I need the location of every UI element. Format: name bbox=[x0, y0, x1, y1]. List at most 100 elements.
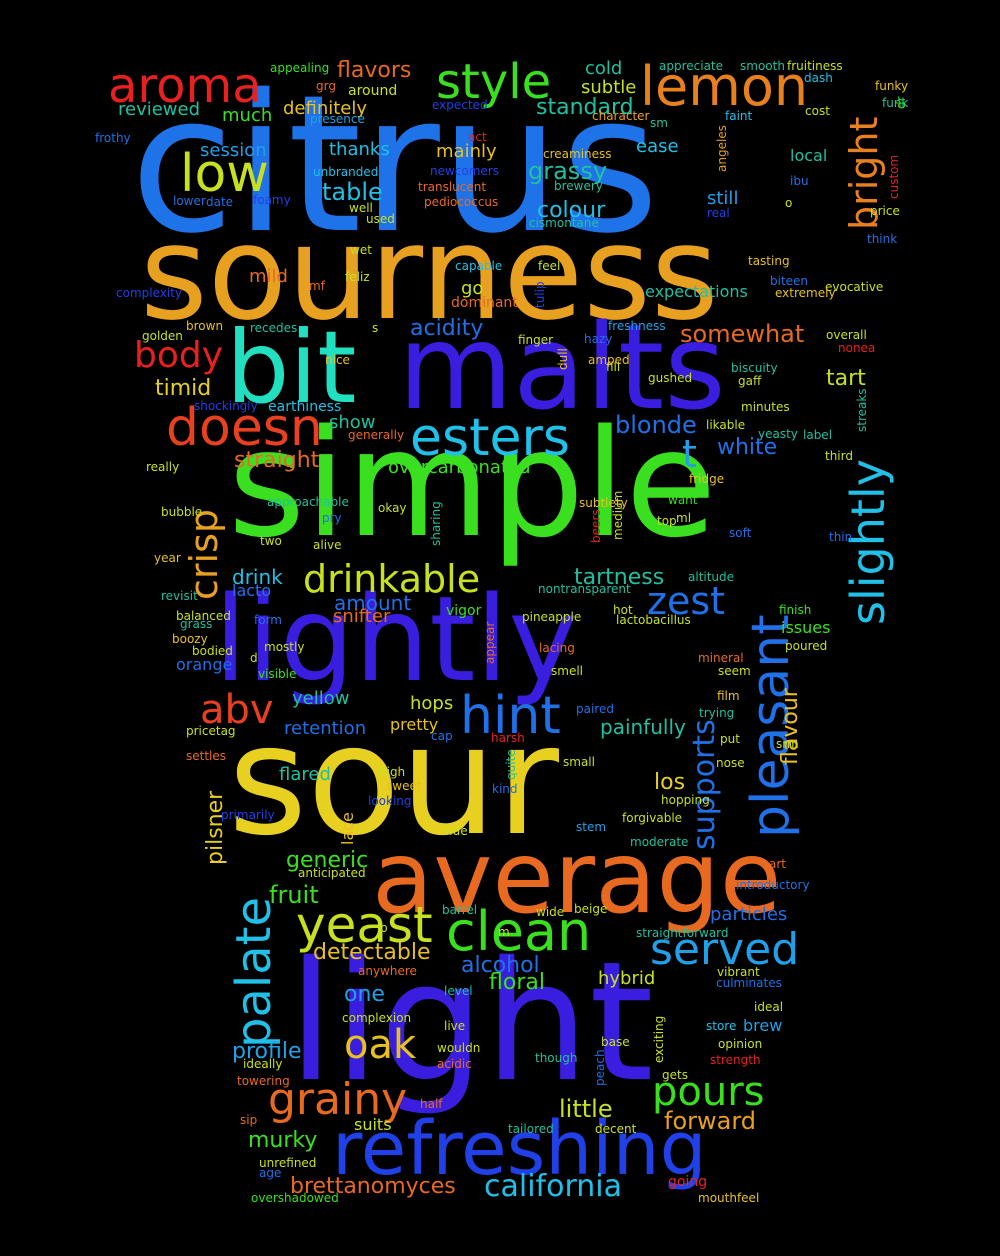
word-peach: peach bbox=[593, 1049, 607, 1086]
word-amped: amped bbox=[588, 353, 630, 367]
word-exciting: exciting bbox=[652, 1015, 666, 1063]
word-murky: murky bbox=[248, 1128, 318, 1153]
word-lace: lace bbox=[338, 812, 357, 845]
word-looking: looking bbox=[368, 794, 412, 808]
word-paired: paired bbox=[576, 702, 614, 716]
word-high: high bbox=[379, 765, 406, 779]
word-nose: nose bbox=[716, 756, 745, 770]
word-lightly: lightly bbox=[214, 570, 579, 708]
word-want: want bbox=[668, 493, 698, 507]
word-tart: tart bbox=[826, 366, 866, 391]
word-brettanomyces: brettanomyces bbox=[290, 1174, 456, 1199]
word-lacto: lacto bbox=[232, 581, 272, 600]
word-average: average bbox=[372, 819, 782, 936]
word-ideally: ideally bbox=[243, 1057, 283, 1071]
word-hybrid: hybrid bbox=[598, 968, 656, 989]
word-expectations: expectations bbox=[645, 282, 748, 301]
word-pry: pry bbox=[322, 511, 342, 525]
word-hops: hops bbox=[410, 693, 454, 714]
word-style: style bbox=[436, 54, 552, 110]
word-two: two bbox=[260, 534, 282, 548]
word-earthiness: earthiness bbox=[268, 399, 342, 415]
word-pediococcus: pediococcus bbox=[424, 195, 499, 209]
word-grassy: grassy bbox=[528, 157, 608, 185]
word-biscuity: biscuity bbox=[731, 361, 778, 375]
word-really: really bbox=[146, 460, 180, 474]
word-brewery: brewery bbox=[554, 179, 603, 193]
word-think: think bbox=[867, 232, 898, 246]
word-decent: decent bbox=[595, 1122, 637, 1136]
word-stem: stem bbox=[576, 820, 607, 834]
word-refreshing: refreshing bbox=[332, 1106, 707, 1192]
word-show: show bbox=[329, 412, 376, 433]
word-capable: capable bbox=[455, 259, 503, 273]
word-dull: dull bbox=[556, 348, 570, 370]
word-yeast: yeast bbox=[296, 896, 433, 954]
word-hopping: hopping bbox=[661, 793, 710, 807]
word-sharing: sharing bbox=[429, 501, 443, 546]
word-session: session bbox=[200, 140, 267, 161]
word-clean: clean bbox=[446, 900, 592, 963]
word-pretty: pretty bbox=[390, 715, 439, 734]
word-one: one bbox=[344, 982, 385, 1007]
word-cold: cold bbox=[585, 58, 623, 79]
word-nice: nice bbox=[325, 353, 350, 367]
word-cost: cost bbox=[805, 104, 830, 118]
word-malts: malts bbox=[398, 298, 726, 436]
word-profile: profile bbox=[232, 1039, 302, 1064]
word-palate: palate bbox=[226, 897, 282, 1048]
word-blonde: blonde bbox=[615, 411, 697, 439]
word-acidity: acidity bbox=[410, 316, 484, 341]
word-grg: grg bbox=[316, 79, 336, 93]
word-ibu: ibu bbox=[790, 174, 809, 188]
word-fill: fill bbox=[606, 360, 621, 374]
word-ml: ml bbox=[676, 511, 692, 525]
word-mineral: mineral bbox=[698, 651, 744, 665]
word-around: around bbox=[348, 83, 398, 99]
word-though: though bbox=[535, 1051, 578, 1065]
word-yellow: yellow bbox=[292, 688, 350, 709]
word-wet: wet bbox=[350, 243, 372, 257]
word-culminates: culminates bbox=[716, 976, 782, 990]
word-sour: sour bbox=[228, 692, 560, 869]
word-grainy: grainy bbox=[268, 1074, 408, 1125]
word-live: live bbox=[444, 1019, 466, 1033]
word-subtle: subtle bbox=[581, 77, 637, 98]
word-unrefined: unrefined bbox=[259, 1156, 317, 1170]
word-harsh: harsh bbox=[491, 731, 525, 745]
word-medium: medium bbox=[611, 490, 625, 540]
word-suits: suits bbox=[354, 1115, 392, 1134]
word-film: film bbox=[717, 689, 740, 703]
word-colour: colour bbox=[537, 198, 606, 223]
word-pilsner: pilsner bbox=[203, 790, 228, 865]
word-seem: seem bbox=[718, 664, 751, 678]
word-introductory: introductory bbox=[736, 878, 810, 892]
word-bubble: bubble bbox=[161, 505, 203, 519]
word-brown: brown bbox=[186, 319, 224, 333]
word-lacing: lacing bbox=[539, 641, 575, 655]
word-vibrant: vibrant bbox=[717, 965, 760, 979]
word-dr: dr bbox=[894, 96, 908, 109]
word-expected: expected bbox=[432, 98, 488, 112]
word-boozy: boozy bbox=[172, 632, 208, 646]
word-faint: faint bbox=[725, 109, 753, 123]
word-particles: particles bbox=[710, 904, 788, 925]
word-dominant: dominant bbox=[451, 295, 518, 311]
word-age: age bbox=[259, 1166, 282, 1180]
word-opinion: opinion bbox=[718, 1037, 763, 1051]
word-body: body bbox=[134, 335, 224, 376]
word-snifter: snifter bbox=[333, 606, 391, 627]
word-trying: trying bbox=[699, 706, 735, 720]
word-white: white bbox=[717, 435, 778, 460]
word-store: store bbox=[706, 1019, 737, 1033]
word-visible: visible bbox=[258, 667, 297, 681]
word-drink: drink bbox=[232, 565, 283, 589]
word-streaks: streaks bbox=[855, 388, 869, 432]
word-angeles: angeles bbox=[715, 125, 729, 172]
word-smooth: smooth bbox=[740, 59, 785, 73]
word-strength: strength bbox=[710, 1053, 761, 1067]
word-half: half bbox=[420, 1097, 443, 1111]
word-flavors: flavors bbox=[337, 58, 412, 83]
word-smell: smell bbox=[551, 664, 583, 678]
word-painfully: painfully bbox=[600, 715, 686, 739]
